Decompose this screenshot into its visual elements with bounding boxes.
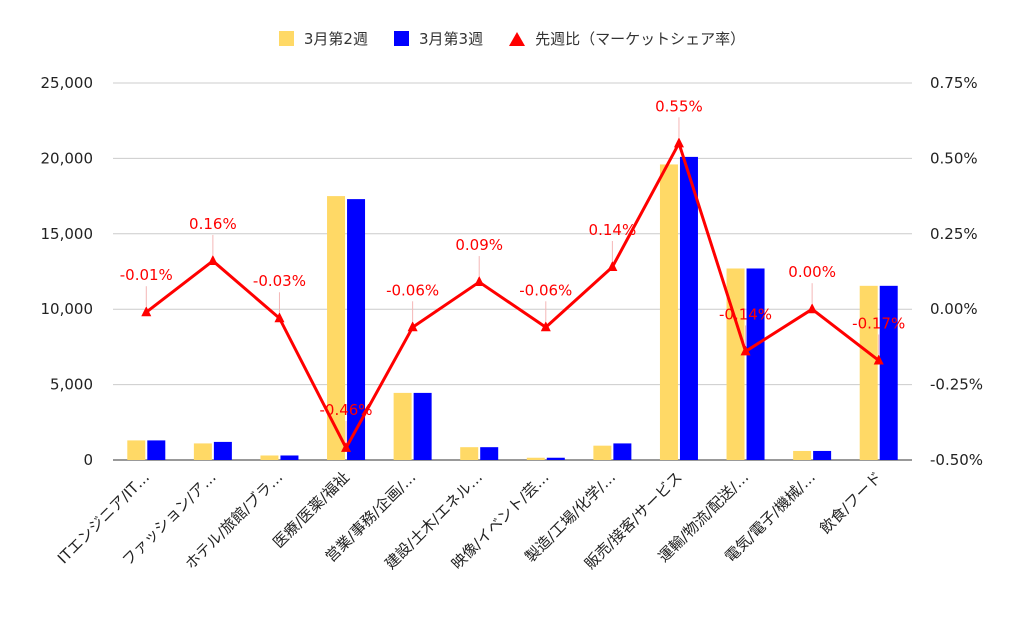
share-point-marker (873, 354, 884, 365)
bar-series1 (593, 445, 612, 460)
share-data-label: 0.55% (655, 97, 703, 115)
legend: 3月第2週 3月第3週 先週比（マーケットシェア率） (0, 28, 1024, 49)
share-data-label: 0.16% (189, 215, 237, 233)
share-line-series (141, 137, 884, 452)
bar-series1 (260, 455, 279, 460)
left-tick-label: 5,000 (50, 376, 93, 394)
category-labels: ITエンジニア/IT…ファッション/ア…ホテル/旅館/ブラ…医療/医薬/福祉営業… (54, 468, 886, 573)
bar-series1 (659, 164, 678, 460)
category-label: 飲食/フード (816, 468, 885, 537)
share-data-label: 0.00% (788, 263, 836, 281)
bar-series1 (193, 443, 212, 460)
share-data-label: -0.46% (320, 401, 373, 419)
right-axis-ticks: -0.50% -0.25% 0.00% 0.25% 0.50% 0.75% (930, 74, 983, 469)
share-data-label: -0.06% (519, 281, 572, 299)
share-data-label: 0.14% (589, 221, 637, 239)
right-tick-label: 0.50% (930, 149, 978, 167)
share-point-marker (673, 137, 684, 148)
legend-triangle-icon (509, 31, 526, 46)
share-point-marker (274, 312, 285, 323)
left-tick-label: 10,000 (41, 300, 94, 318)
bar-series1 (393, 392, 412, 460)
bar-series1 (726, 268, 745, 460)
share-point-marker (607, 260, 618, 271)
legend-label-series2: 3月第3週 (418, 30, 484, 48)
left-tick-label: 20,000 (41, 149, 94, 167)
bar-series1 (460, 447, 479, 460)
bar-series1 (526, 457, 545, 460)
gridlines (113, 82, 912, 461)
right-tick-label: 0.25% (930, 225, 978, 243)
share-data-labels: -0.01% 0.16% -0.03% -0.46% -0.06% 0.09% -0.06%… (120, 97, 905, 442)
left-tick-label: 15,000 (41, 225, 94, 243)
bar-series2 (746, 268, 765, 460)
bar-series2 (480, 447, 499, 460)
share-point-marker (807, 303, 818, 314)
legend-swatch-series2 (393, 31, 409, 46)
left-tick-label: 25,000 (41, 74, 94, 92)
share-point-marker (407, 321, 418, 332)
bar-series2 (413, 392, 432, 460)
share-point-marker (474, 276, 485, 287)
bar-series1 (793, 450, 812, 460)
legend-label-series1: 3月第2週 (303, 30, 368, 48)
bar-series1 (859, 285, 878, 460)
bar-series2 (147, 440, 166, 460)
legend-item-series1: 3月第2週 (278, 28, 368, 49)
bar-series2 (546, 457, 565, 460)
share-point-marker (540, 321, 551, 332)
right-tick-label: -0.25% (930, 376, 983, 394)
bar-series2 (679, 156, 698, 460)
bars (127, 156, 898, 460)
bar-series2 (613, 443, 632, 460)
share-data-label: 0.09% (455, 236, 503, 254)
share-line (145, 141, 880, 450)
bar-series2 (213, 441, 232, 460)
share-point-marker (341, 441, 352, 452)
share-data-label: -0.17% (852, 314, 905, 332)
share-data-label: -0.03% (253, 272, 306, 290)
share-point-marker (207, 254, 218, 265)
left-axis-ticks: 0 5,000 10,000 15,000 20,000 25,000 (41, 74, 94, 469)
bar-series2 (347, 199, 366, 460)
share-data-label: -0.06% (386, 281, 439, 299)
legend-item-series2: 3月第3週 (393, 28, 484, 49)
legend-item-series3: 先週比（マーケットシェア率） (509, 28, 745, 49)
bar-series2 (280, 455, 299, 460)
share-data-label: -0.01% (120, 266, 173, 284)
share-point-marker (141, 306, 152, 317)
bar-series2 (813, 450, 832, 460)
right-tick-label: 0.00% (930, 300, 978, 318)
share-point-marker (740, 345, 751, 356)
left-tick-label: 0 (83, 451, 93, 469)
legend-label-series3: 先週比（マーケットシェア率） (535, 30, 746, 48)
bar-series1 (127, 440, 146, 460)
legend-swatch-series1 (278, 31, 294, 46)
bar-series2 (879, 285, 898, 460)
right-tick-label: -0.50% (930, 451, 983, 469)
right-tick-label: 0.75% (930, 74, 978, 92)
bar-series1 (327, 196, 346, 460)
share-data-label: -0.14% (719, 305, 772, 323)
